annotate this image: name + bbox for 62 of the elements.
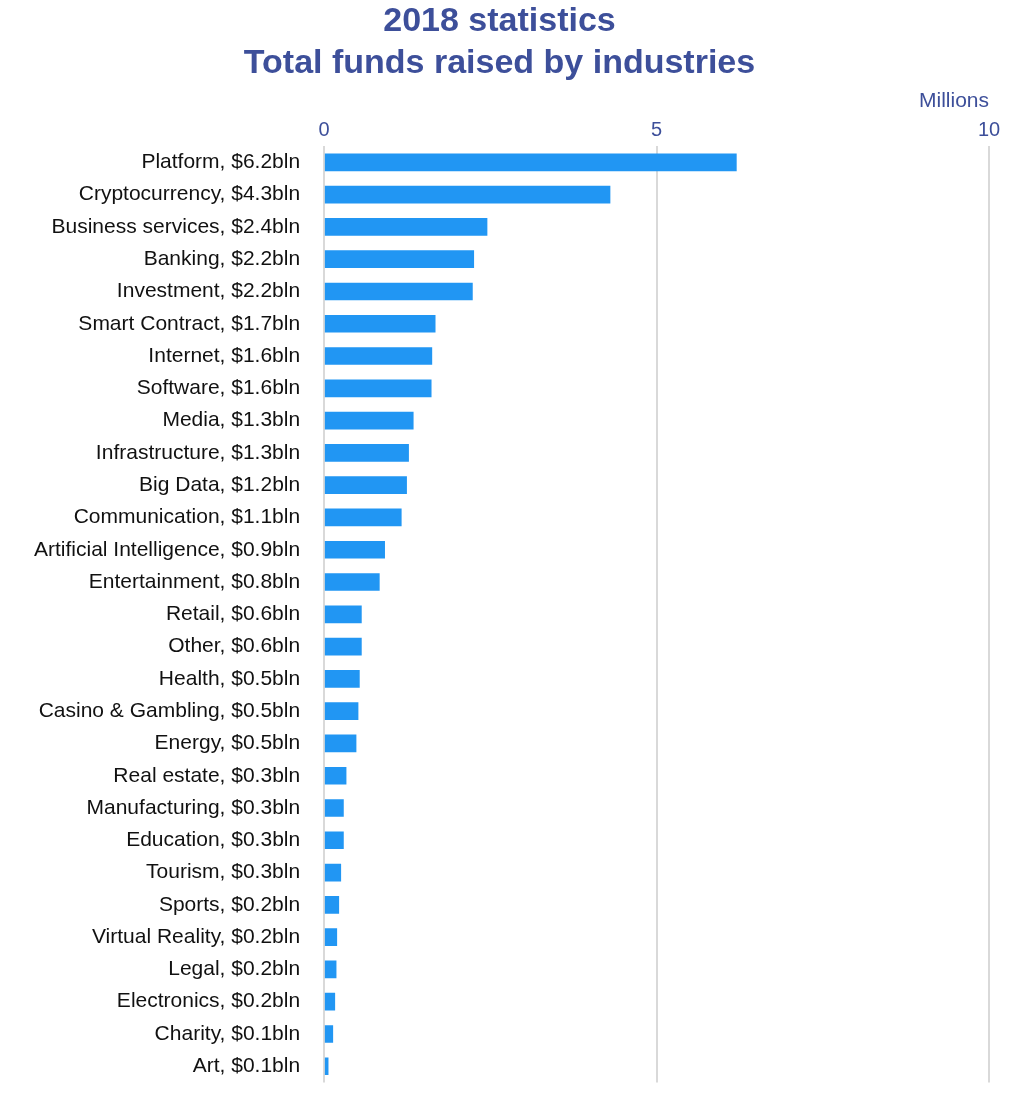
y-tick-label: Artificial Intelligence, $0.9bln: [33, 536, 301, 560]
y-tick-label: Other, $0.6bln: [168, 633, 301, 657]
bar: [324, 379, 432, 398]
bar: [324, 218, 488, 236]
y-tick-label: Business services, $2.4bln: [51, 213, 301, 237]
y-tick-label: Art, $0.1bln: [192, 1053, 301, 1077]
y-tick-label: Education, $0.3bln: [126, 827, 301, 851]
y-tick-label: Internet, $1.6bln: [148, 342, 301, 366]
y-tick-label: Tourism, $0.3bln: [146, 859, 301, 883]
y-tick-label: Communication, $1.1bln: [73, 504, 301, 528]
bar: [324, 476, 407, 494]
bar: [324, 928, 338, 946]
y-tick-label: Electronics, $0.2bln: [116, 988, 301, 1012]
y-tick-label: Big Data, $1.2bln: [139, 471, 301, 495]
y-tick-label: Banking, $2.2bln: [143, 245, 301, 269]
y-tick-label: Smart Contract, $1.7bln: [78, 310, 301, 334]
bar: [324, 896, 340, 914]
y-tick-label: Virtual Reality, $0.2bln: [91, 923, 301, 947]
bar: [324, 185, 611, 204]
bar: [324, 863, 342, 882]
bar: [324, 605, 362, 624]
y-tick-label: Media, $1.3bln: [162, 407, 301, 431]
bar: [324, 992, 336, 1011]
y-tick-label: Platform, $6.2bln: [141, 149, 301, 173]
y-tick-label: Entertainment, $0.8bln: [88, 568, 301, 592]
bar: [324, 347, 433, 365]
bar: [324, 831, 344, 850]
y-tick-label: Sports, $0.2bln: [158, 891, 301, 915]
bar: [324, 282, 473, 301]
y-tick-label: Manufacturing, $0.3bln: [86, 794, 301, 818]
bar: [324, 670, 360, 688]
bar: [324, 314, 436, 333]
y-tick-label: Energy, $0.5bln: [154, 730, 301, 754]
y-tick-label: Software, $1.6bln: [136, 375, 301, 399]
bar: [324, 799, 344, 817]
bar: [324, 702, 359, 720]
bar: [324, 508, 402, 527]
bar: [324, 540, 385, 559]
y-tick-label: Cryptocurrency, $4.3bln: [78, 181, 301, 205]
x-tick-label: 0: [318, 117, 330, 140]
y-tick-label: Legal, $0.2bln: [168, 956, 301, 980]
bar: [324, 573, 380, 591]
bar: [324, 734, 357, 753]
y-tick-label: Charity, $0.1bln: [154, 1020, 301, 1044]
y-tick-label: Infrastructure, $1.3bln: [95, 439, 301, 463]
x-axis-title: Millions: [918, 88, 989, 112]
y-tick-label: Investment, $2.2bln: [116, 278, 301, 302]
chart-title: 2018 statistics Total funds raised by industries: [243, 0, 756, 81]
bar: [324, 637, 362, 656]
x-tick-label: 5: [651, 117, 663, 140]
bar: [324, 411, 414, 430]
y-tick-label: Casino & Gambling, $0.5bln: [38, 697, 301, 721]
bar: [324, 250, 475, 269]
bar: [324, 960, 337, 979]
y-tick-label: Real estate, $0.3bln: [113, 762, 301, 786]
bar: [324, 1025, 334, 1043]
x-tick-label: 10: [977, 117, 1001, 140]
bar: [324, 766, 347, 785]
bar: [324, 153, 737, 172]
y-tick-label: Retail, $0.6bln: [165, 601, 301, 625]
y-tick-label: Health, $0.5bln: [158, 665, 301, 689]
bar: [324, 444, 409, 462]
